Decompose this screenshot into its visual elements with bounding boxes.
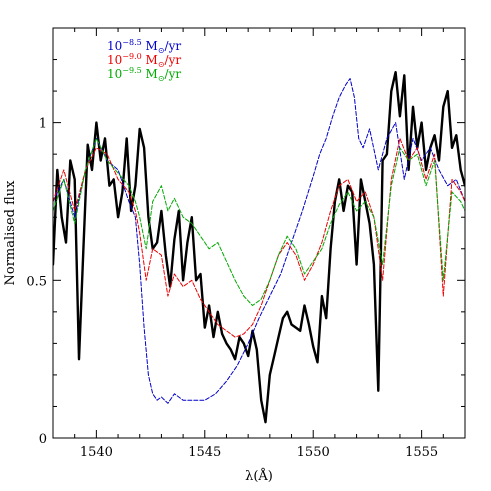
ticks-layer [52, 27, 466, 439]
x-axis-label: λ(Å) [245, 468, 273, 484]
x-tick-label: 1545 [188, 445, 221, 460]
x-tick-label: 1540 [80, 445, 113, 460]
series-line-3 [53, 137, 465, 306]
plot-frame [52, 27, 466, 439]
legend-entry-2: 10−9.5 M⊙/yr [107, 66, 181, 83]
series-layer [53, 71, 465, 424]
x-tick-label: 1550 [297, 445, 330, 460]
y-tick-label: 1 [39, 117, 47, 132]
tick-labels-layer: 1540 1545 1550 1555 0 0.5 1 [26, 117, 438, 460]
series-line-1 [53, 78, 465, 404]
legend-entry-1: 10−9.0 M⊙/yr [107, 52, 181, 69]
series-line-0 [53, 71, 465, 424]
y-tick-label: 0 [39, 432, 47, 447]
y-axis-label: Normalised flux [3, 180, 18, 286]
y-tick-label: 0.5 [26, 274, 47, 289]
x-tick-label: 1555 [405, 445, 438, 460]
series-line-2 [53, 137, 465, 338]
legend-entry-0: 10−8.5 M⊙/yr [107, 38, 181, 55]
